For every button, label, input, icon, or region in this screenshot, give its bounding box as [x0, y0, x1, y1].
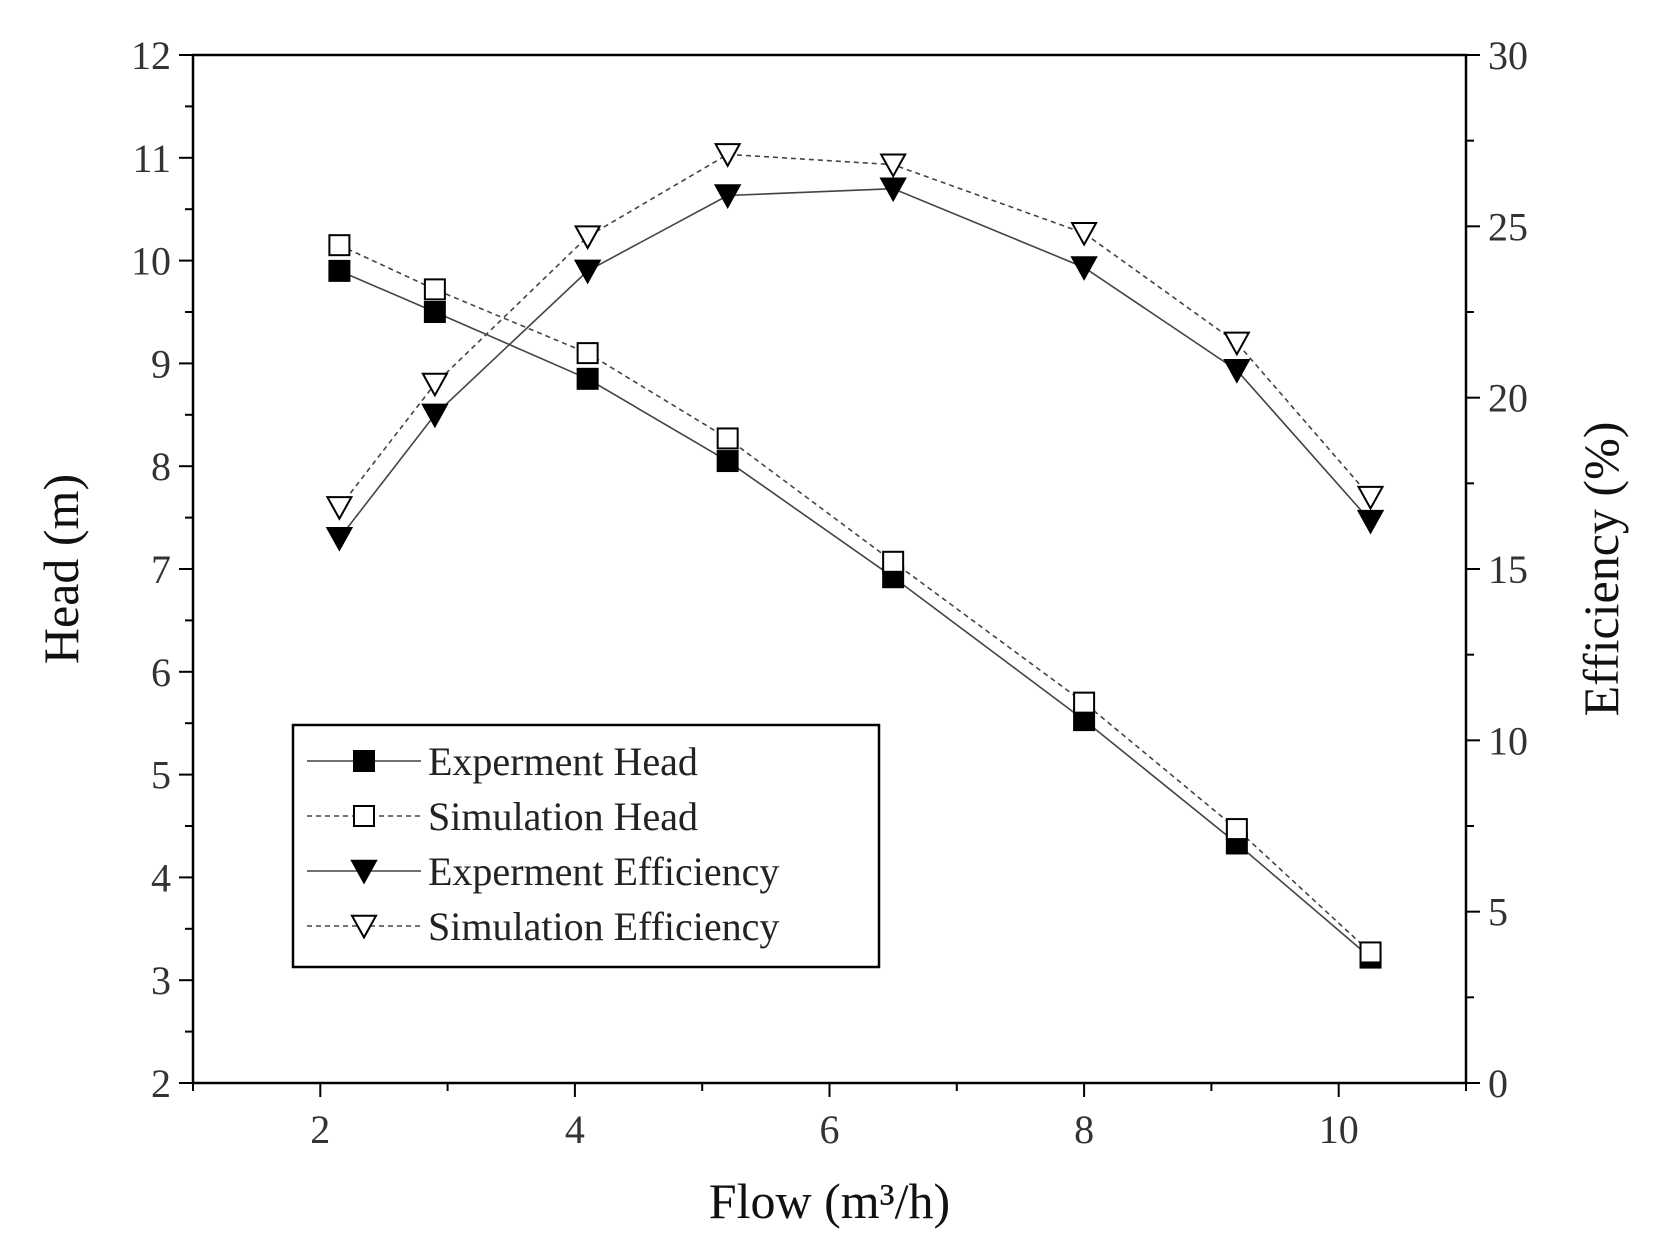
data-point — [423, 278, 446, 301]
legend-label: Experment Head — [428, 739, 698, 784]
y2-tick-label: 10 — [1488, 718, 1528, 763]
x-tick-label: 6 — [820, 1107, 840, 1152]
data-point — [573, 225, 602, 251]
data-point — [716, 427, 739, 450]
x-axis-title: Flow (m³/h) — [709, 1173, 950, 1229]
x-tick-label: 2 — [310, 1107, 330, 1152]
data-point — [882, 550, 905, 573]
data-point — [328, 259, 351, 282]
series-line — [339, 270, 1372, 959]
y2-tick-label: 15 — [1488, 547, 1528, 592]
series-line — [338, 153, 1372, 508]
y2-tick-label: 5 — [1488, 890, 1508, 935]
legend-entry: Experment Efficiency — [307, 849, 779, 894]
data-point — [1070, 256, 1098, 281]
y-tick-label: 8 — [151, 444, 171, 489]
series-simulation-head — [328, 234, 1382, 964]
y-tick-label: 2 — [151, 1061, 171, 1106]
series-line — [338, 187, 1372, 539]
data-point — [713, 143, 742, 168]
data-point — [1356, 485, 1385, 511]
y-tick-label: 9 — [151, 341, 171, 386]
y2-tick-label: 30 — [1488, 33, 1528, 78]
x-tick-label: 8 — [1074, 1107, 1094, 1152]
data-point — [423, 301, 446, 323]
x-tick-label: 4 — [565, 1107, 585, 1152]
data-point — [879, 153, 907, 179]
legend-entry: Simulation Head — [307, 794, 698, 839]
legend-entry: Experment Head — [307, 739, 698, 784]
data-point — [1073, 691, 1096, 714]
y-tick-label: 11 — [132, 136, 171, 181]
legend-marker — [350, 914, 378, 940]
y2-tick-label: 0 — [1488, 1061, 1508, 1106]
x-tick-label: 10 — [1319, 1107, 1359, 1152]
data-point — [421, 372, 449, 398]
data-point — [421, 403, 449, 429]
data-point — [1223, 331, 1251, 357]
legend-entry: Simulation Efficiency — [307, 904, 779, 949]
y2-tick-label: 20 — [1488, 376, 1528, 421]
series-simulation-efficiency — [325, 143, 1385, 521]
data-point — [325, 496, 354, 521]
legend-label: Simulation Efficiency — [428, 904, 779, 949]
y-tick-label: 3 — [151, 958, 171, 1003]
legend-marker — [350, 859, 378, 885]
y-tick-label: 10 — [131, 239, 171, 284]
axes: 2 4 6 8 10 2 3 4 5 6 7 8 9 10 11 12 0 5 10 15 20 25 30 Flow (m³… — [33, 33, 1629, 1229]
plot-series — [325, 143, 1385, 969]
y-tick-label: 4 — [151, 855, 171, 900]
y-tick-label: 7 — [151, 547, 171, 592]
data-point — [573, 259, 602, 285]
data-point — [1225, 818, 1248, 841]
legend-label: Experment Efficiency — [428, 849, 779, 894]
y2-tick-label: 25 — [1488, 204, 1528, 249]
data-point — [576, 342, 599, 365]
y-tick-label: 5 — [151, 753, 171, 798]
y2-axis-title: Efficiency (%) — [1573, 422, 1629, 717]
y-tick-label: 12 — [131, 33, 171, 78]
data-point — [325, 526, 354, 552]
legend-label: Simulation Head — [428, 794, 698, 839]
data-point — [879, 177, 907, 203]
data-point — [1223, 359, 1251, 384]
data-point — [716, 450, 739, 473]
data-point — [1070, 221, 1098, 247]
series-experment-efficiency — [325, 177, 1385, 552]
legend-marker — [353, 750, 375, 772]
data-point — [1356, 509, 1385, 535]
data-point — [576, 367, 599, 390]
legend: Experment Head Simulation Head Experment E… — [291, 723, 881, 969]
data-point — [713, 184, 742, 209]
y-tick-label: 6 — [151, 650, 171, 695]
data-point — [328, 234, 351, 257]
data-point — [1359, 941, 1382, 964]
y-axis-title: Head (m) — [33, 474, 89, 664]
legend-marker — [353, 805, 375, 827]
